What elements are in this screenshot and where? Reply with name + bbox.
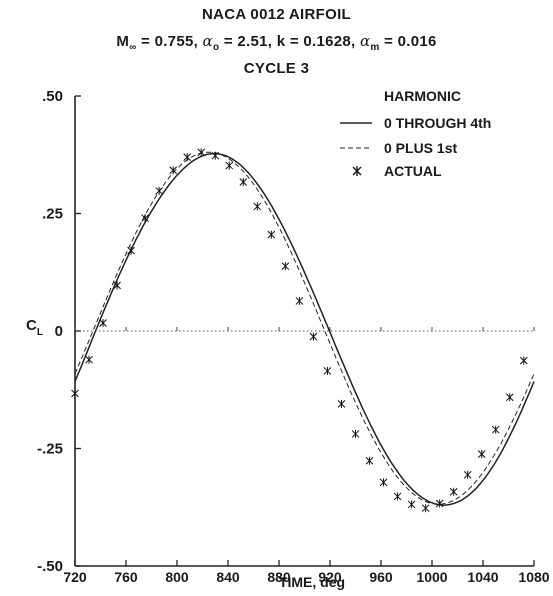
actual-data-point — [351, 429, 360, 438]
x-tick-label: 840 — [216, 569, 240, 585]
chart-legend: HARMONIC 0 THROUGH 4th 0 PLUS 1st ACTUAL — [340, 88, 491, 179]
chart-axes — [74, 96, 534, 567]
y-tick-label: .50 — [42, 88, 63, 105]
legend-entry-label: ACTUAL — [384, 163, 442, 179]
alpha-o-value: = 2.51, k = 0.1628, — [219, 33, 360, 50]
actual-data-point — [71, 389, 79, 398]
legend-entry-label: 0 PLUS 1st — [384, 140, 457, 156]
x-tick-label: 1040 — [467, 569, 498, 585]
actual-data-point — [463, 470, 472, 479]
actual-data-point — [113, 281, 121, 290]
chart-title: NACA 0012 AIRFOIL — [201, 6, 351, 23]
chart-series — [71, 148, 535, 513]
actual-data-point — [295, 296, 304, 305]
actual-data-point — [239, 178, 248, 187]
legend-entry-label: 0 THROUGH 4th — [384, 115, 491, 131]
actual-data-point — [323, 366, 332, 375]
actual-data-point — [505, 393, 514, 402]
actual-data-point — [197, 148, 206, 157]
y-tick-label: -.25 — [37, 441, 63, 458]
alpha-o-subscript: o — [212, 42, 220, 53]
x-tick-label: 1080 — [518, 569, 549, 585]
actual-data-point — [477, 450, 486, 459]
y-axis-label: CL — [26, 317, 43, 338]
actual-data-point — [253, 202, 262, 211]
y-axis-label-symbol: C — [26, 317, 37, 334]
actual-data-point — [141, 214, 149, 223]
alpha-m-symbol: α — [359, 32, 371, 50]
actual-data-point — [421, 504, 430, 513]
actual-data-point — [225, 161, 234, 170]
alpha-m-subscript: m — [370, 42, 380, 53]
actual-data-point — [407, 500, 416, 509]
series-line-four-harmonics — [74, 152, 535, 506]
x-tick-label: 760 — [114, 569, 138, 585]
actual-data-point — [211, 151, 220, 160]
actual-data-point — [337, 399, 346, 408]
legend-title: HARMONIC — [384, 88, 461, 104]
y-tick-label: .25 — [42, 206, 63, 223]
actual-data-point — [379, 478, 388, 487]
actual-data-point — [449, 487, 458, 496]
actual-data-point — [155, 186, 164, 195]
actual-data-point — [491, 425, 500, 434]
chart-ticks: 720 760 800 840 880 920 960 1000 1040 1080 .50 .25 0… — [37, 88, 550, 585]
y-axis-label-subscript: L — [37, 327, 43, 338]
x-tick-label: 960 — [369, 569, 393, 585]
actual-data-point — [99, 319, 107, 328]
actual-data-point — [85, 355, 93, 364]
mach-subscript: ∞ — [129, 42, 137, 53]
actual-data-point — [281, 262, 290, 271]
actual-data-point — [519, 356, 528, 365]
actual-data-point — [169, 166, 178, 175]
y-tick-label: 0 — [55, 323, 63, 340]
y-tick-label: -.50 — [37, 558, 63, 575]
legend-asterisk-swatch — [352, 166, 362, 176]
alpha-o-symbol: α — [202, 32, 213, 50]
mach-symbol: M — [116, 33, 130, 50]
x-tick-label: 920 — [318, 569, 342, 585]
actual-data-point — [309, 332, 318, 341]
x-tick-label: 1000 — [416, 569, 447, 585]
actual-data-point — [127, 246, 135, 255]
chart-subtitle-parameters: M∞ = 0.755, αo = 2.51, k = 0.1628, αm = … — [0, 32, 553, 53]
chart-cycle-label: CYCLE 3 — [243, 60, 310, 77]
mach-value: = 0.755, — [136, 33, 203, 50]
actual-data-point — [183, 153, 192, 162]
actual-data-point — [267, 230, 276, 239]
actual-data-point — [435, 499, 444, 508]
actual-data-point — [393, 492, 402, 501]
x-tick-label: 800 — [165, 569, 189, 585]
x-axis-label: TIME, deg — [279, 574, 345, 590]
alpha-m-value: = 0.016 — [379, 33, 437, 50]
x-tick-label: 720 — [63, 569, 87, 585]
x-tick-label: 880 — [267, 569, 291, 585]
series-line-first-harmonic — [74, 151, 535, 505]
actual-data-point — [365, 456, 374, 465]
